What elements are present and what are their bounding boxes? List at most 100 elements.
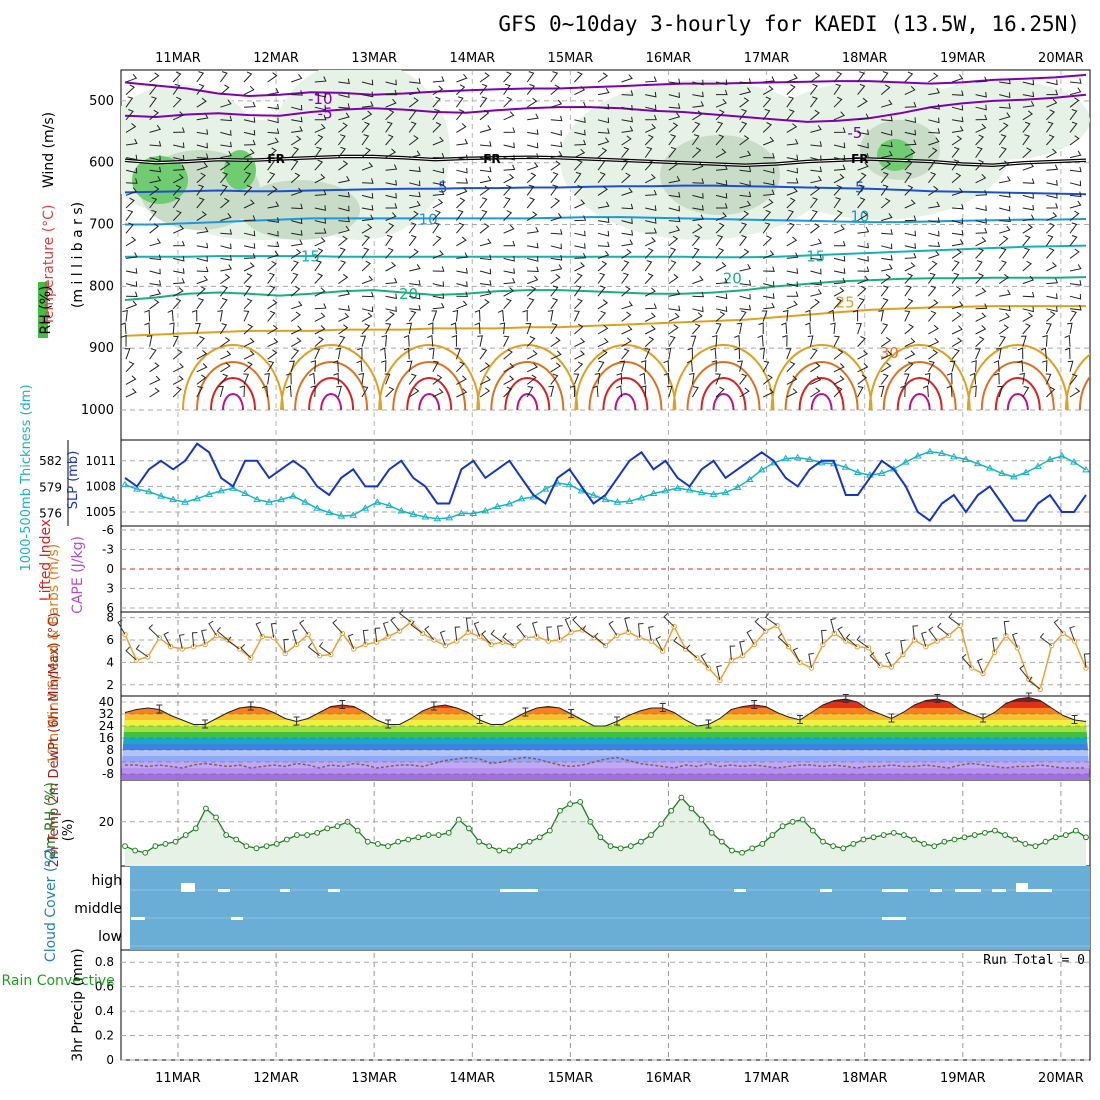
ytick-precip: 0.4 <box>95 1004 114 1018</box>
ytick-pressure: 700 <box>89 218 114 233</box>
thickness-point <box>337 512 346 519</box>
date-label-bottom: 17MAR <box>744 1071 790 1086</box>
wind-barb <box>290 172 301 184</box>
wind-barb <box>998 146 1007 158</box>
wind-barb <box>503 240 516 247</box>
wind-barb <box>739 310 747 322</box>
isotherm-line <box>124 184 1087 196</box>
thickness-point <box>673 484 682 491</box>
wind-barb <box>1069 310 1078 322</box>
wind-barb <box>880 197 891 209</box>
isotherm-label: FR <box>267 152 284 166</box>
panel-precip-frame <box>120 949 1091 1061</box>
wind-barb <box>810 209 818 221</box>
wind-barb <box>574 199 586 209</box>
thickness-point <box>217 486 225 494</box>
wind-barb <box>975 190 988 196</box>
wind-barb <box>550 172 559 184</box>
rh2m-point <box>405 836 412 843</box>
wind-barb <box>479 238 492 247</box>
rh2m-point <box>617 845 624 852</box>
wind-barb <box>338 122 348 133</box>
wind-barb <box>267 260 277 272</box>
wind-barb <box>928 72 939 83</box>
wind-barb <box>1022 100 1035 108</box>
wind-barb <box>432 235 442 247</box>
rh2m-point <box>546 827 553 834</box>
wind-barb <box>218 385 224 398</box>
wind-barb <box>314 123 326 133</box>
wind-barb <box>479 155 492 162</box>
isotherm-label: -5 <box>847 124 862 142</box>
wind-barb <box>668 205 680 212</box>
wind-barb <box>149 155 161 162</box>
wind-barb <box>220 362 231 373</box>
wind-barb <box>663 372 670 385</box>
temp-minmax <box>934 694 941 703</box>
wind-barb <box>314 91 327 98</box>
date-label-bottom: 13MAR <box>351 1071 397 1086</box>
wind-barb <box>149 254 162 261</box>
wind-barb <box>999 216 1011 223</box>
wind-barb <box>428 322 434 335</box>
wind-barb <box>172 224 185 234</box>
rh2m-point <box>901 832 907 838</box>
isotherm-ring <box>686 361 761 410</box>
temp-band <box>121 768 1090 774</box>
wind-barb <box>739 280 752 286</box>
rh2m-point <box>961 834 968 841</box>
rh2m-point <box>152 843 159 850</box>
thickness-point <box>1010 472 1018 480</box>
wind-barb <box>951 135 963 146</box>
rh2m-point <box>182 832 189 838</box>
wind-barb <box>338 103 350 109</box>
wind-barb <box>880 71 889 83</box>
isotherm-ring <box>392 361 467 410</box>
wind-barb <box>196 197 205 209</box>
wind-barb <box>904 298 914 310</box>
wind10m-barb <box>764 613 778 626</box>
wind-barb <box>456 109 465 121</box>
wind-barb <box>526 374 537 385</box>
wind-barb <box>739 264 752 272</box>
wind10m-barb <box>318 642 332 655</box>
wind-barb <box>243 171 252 184</box>
thickness-point <box>541 485 550 492</box>
wind-barb <box>928 137 940 146</box>
wind-barb <box>644 237 656 247</box>
wind-barb <box>692 91 704 98</box>
wind-barb <box>149 362 160 373</box>
rh-blob <box>240 180 360 240</box>
thickness-point <box>998 469 1006 476</box>
wind-barb <box>337 247 346 259</box>
wind-barb <box>149 72 160 83</box>
temp-band <box>121 720 1090 726</box>
rh2m-point <box>294 832 300 838</box>
wind-barb <box>452 309 459 322</box>
wind-barb <box>1046 134 1055 146</box>
thickness-point <box>961 455 970 462</box>
wind-barb <box>338 205 350 212</box>
rh2m-point <box>334 823 341 830</box>
thickness-point <box>169 495 177 503</box>
wind-barb <box>173 255 185 262</box>
wind-barb <box>338 78 350 85</box>
cloud-clear <box>734 889 746 892</box>
wind-barb <box>663 360 670 372</box>
ytick-li: -3 <box>102 543 114 557</box>
wind-barb <box>385 277 398 285</box>
wind-barb <box>503 164 516 171</box>
wind-barb <box>763 302 775 310</box>
isotherm-ring <box>700 377 747 410</box>
wind10m-barb <box>163 631 172 647</box>
wind-barb <box>408 387 420 398</box>
wind-barb <box>172 210 182 221</box>
wind-barb <box>974 348 981 360</box>
wind-barb <box>597 360 605 373</box>
wind-barb <box>998 122 1009 133</box>
isotherm-line <box>125 244 1087 259</box>
rh2m-point <box>981 829 988 836</box>
wind-barb <box>644 260 653 272</box>
wind-barb <box>951 203 964 210</box>
wind-barb <box>526 285 537 297</box>
